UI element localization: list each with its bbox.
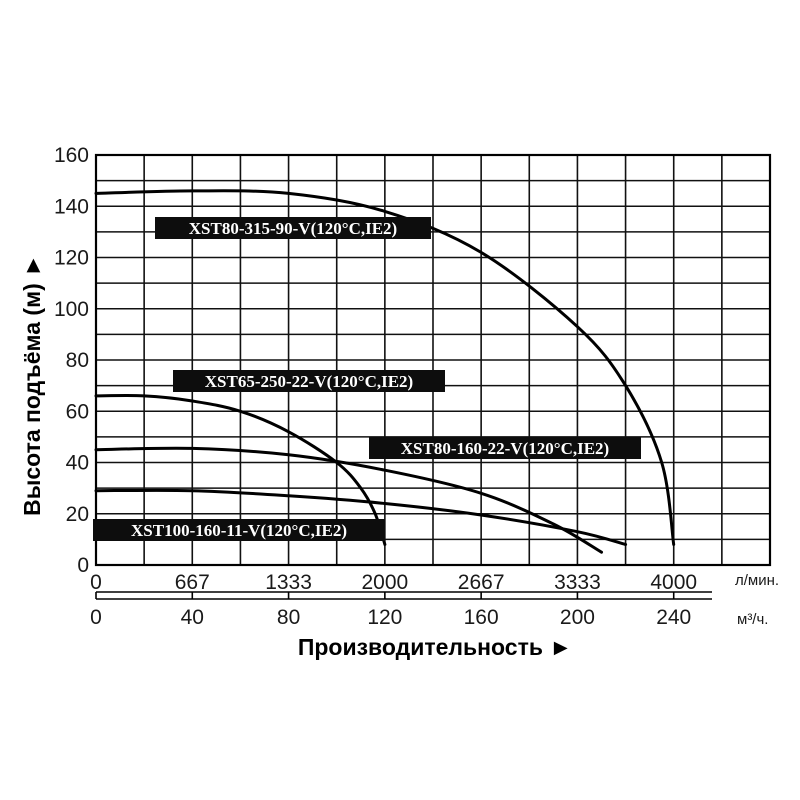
x-axis-title: Производительность ► (298, 634, 572, 660)
curve-xst65-250 (94, 394, 387, 546)
x-primary-tick-label: 4000 (650, 571, 697, 594)
y-tick-label: 100 (54, 298, 89, 321)
y-tick-label: 0 (77, 554, 89, 577)
x-secondary-tick-label: 160 (464, 606, 499, 629)
x-primary-unit: л/мин. (735, 572, 779, 589)
series-label-box (93, 519, 385, 541)
x-primary-tick-label: 0 (90, 571, 102, 594)
x-secondary-tick-label: 240 (656, 606, 691, 629)
y-tick-label: 160 (54, 144, 89, 167)
y-tick-label: 140 (54, 195, 89, 218)
y-tick-label: 60 (66, 400, 89, 423)
x-secondary-tick-label: 120 (367, 606, 402, 629)
y-tick-labels: 0 20 40 60 80 100 120 140 160 (54, 144, 89, 577)
label-xst65-250: XST65-250-22-V(120°C,IE2) (173, 370, 445, 392)
series-label-box (173, 370, 445, 392)
label-xst80-315: XST80-315-90-V(120°C,IE2) (155, 217, 431, 239)
x-secondary-tick-label: 0 (90, 606, 102, 629)
curve-xst80-315 (94, 189, 676, 546)
y-tick-label: 120 (54, 247, 89, 270)
x-axes: 0 667 1333 2000 2667 3333 4000 л/мин. 0 40 80 120 16… (90, 571, 779, 629)
series-labels: XST80-315-90-V(120°C,IE2) XST65-250-22-V(… (93, 217, 641, 541)
x-secondary-tick-label: 200 (560, 606, 595, 629)
x-primary-tick-label: 3333 (554, 571, 601, 594)
series-label-box (155, 217, 431, 239)
x-primary-tick-label: 2667 (458, 571, 505, 594)
x-primary-tick-label: 1333 (265, 571, 312, 594)
y-tick-label: 40 (66, 452, 89, 475)
x-primary-tick-label: 2000 (361, 571, 408, 594)
label-xst100-160: XST100-160-11-V(120°C,IE2) (93, 519, 385, 541)
x-secondary-tick-label: 80 (277, 606, 300, 629)
x-secondary-tick-label: 40 (181, 606, 204, 629)
curve-xst100-160 (94, 488, 628, 546)
series-label-box (369, 437, 641, 459)
y-tick-label: 20 (66, 503, 89, 526)
series-label-text: XST80-315-90-V(120°C,IE2) (189, 219, 397, 238)
y-tick-label: 80 (66, 349, 89, 372)
series-label-text: XST65-250-22-V(120°C,IE2) (205, 372, 413, 391)
series-label-text: XST80-160-22-V(120°C,IE2) (401, 439, 609, 458)
curve-xst80-160 (94, 446, 603, 554)
x-secondary-unit: м³/ч. (737, 611, 768, 628)
plot-frame (94, 153, 772, 567)
series-label-text: XST100-160-11-V(120°C,IE2) (131, 521, 347, 540)
label-xst80-160: XST80-160-22-V(120°C,IE2) (369, 437, 641, 459)
x-primary-tick-label: 667 (175, 571, 210, 594)
y-axis-title: Высота подъёма (м) ► (19, 254, 45, 516)
performance-curves (94, 189, 676, 554)
